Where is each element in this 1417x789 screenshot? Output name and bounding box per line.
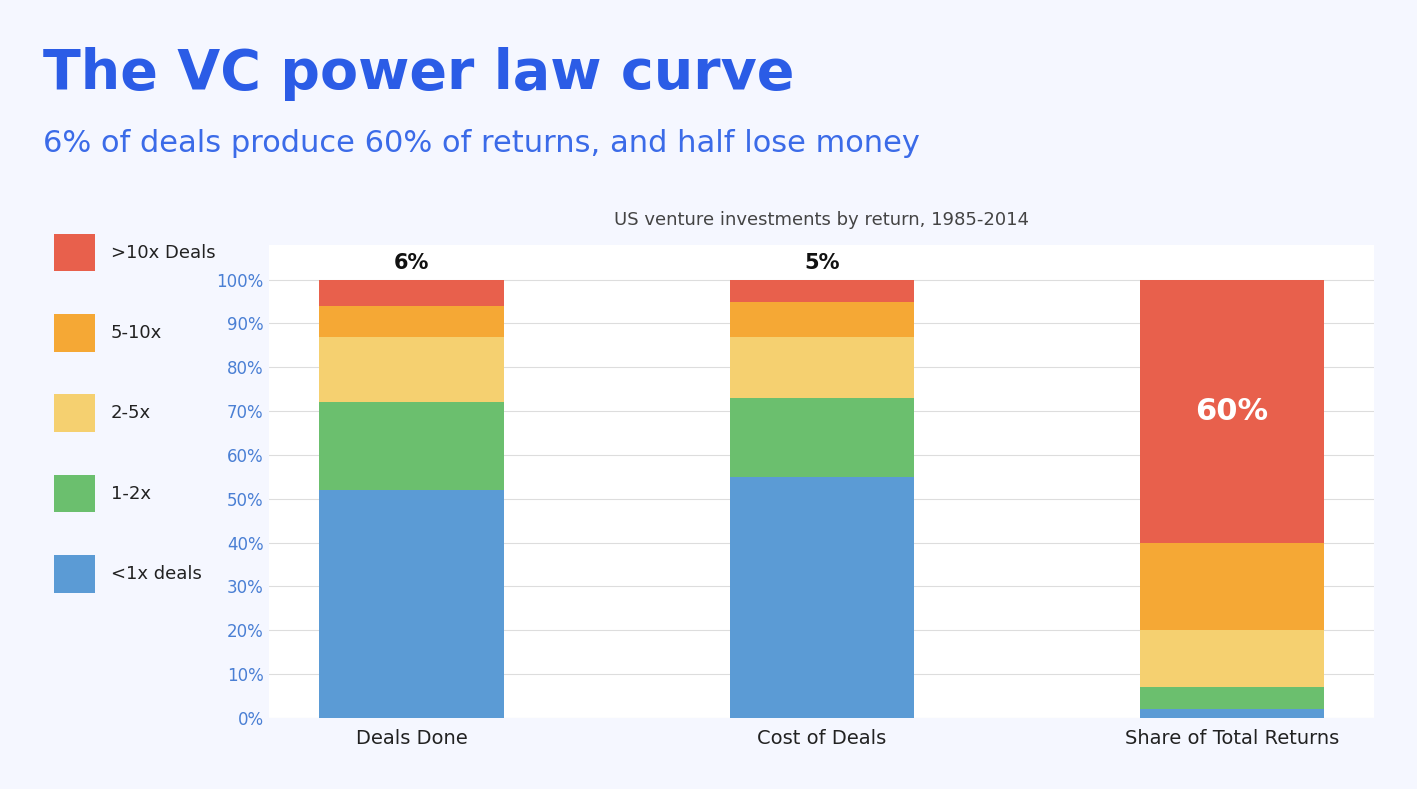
- Bar: [319, 279, 504, 306]
- FancyBboxPatch shape: [54, 475, 95, 512]
- Bar: [1139, 543, 1325, 630]
- FancyBboxPatch shape: [54, 314, 95, 352]
- Text: <1x deals: <1x deals: [111, 565, 201, 583]
- Text: 5%: 5%: [803, 253, 840, 273]
- Bar: [730, 301, 914, 337]
- Text: 6%: 6%: [394, 253, 429, 273]
- Bar: [319, 337, 504, 402]
- FancyBboxPatch shape: [54, 234, 95, 271]
- Title: US venture investments by return, 1985-2014: US venture investments by return, 1985-2…: [615, 211, 1029, 229]
- Bar: [730, 337, 914, 398]
- Bar: [1139, 687, 1325, 709]
- Bar: [730, 477, 914, 718]
- Bar: [1139, 630, 1325, 687]
- Text: >10x Deals: >10x Deals: [111, 244, 215, 262]
- Text: The VC power law curve: The VC power law curve: [43, 47, 794, 101]
- Bar: [1139, 279, 1325, 543]
- Bar: [319, 402, 504, 490]
- Bar: [730, 398, 914, 477]
- Bar: [730, 279, 914, 301]
- Text: 5-10x: 5-10x: [111, 324, 162, 342]
- FancyBboxPatch shape: [54, 394, 95, 432]
- Text: 6% of deals produce 60% of returns, and half lose money: 6% of deals produce 60% of returns, and …: [43, 129, 920, 159]
- Bar: [319, 490, 504, 718]
- Text: 60%: 60%: [1196, 397, 1268, 425]
- Text: 2-5x: 2-5x: [111, 405, 150, 422]
- FancyBboxPatch shape: [54, 555, 95, 593]
- Bar: [1139, 709, 1325, 718]
- Bar: [319, 306, 504, 337]
- Text: 1-2x: 1-2x: [111, 484, 150, 503]
